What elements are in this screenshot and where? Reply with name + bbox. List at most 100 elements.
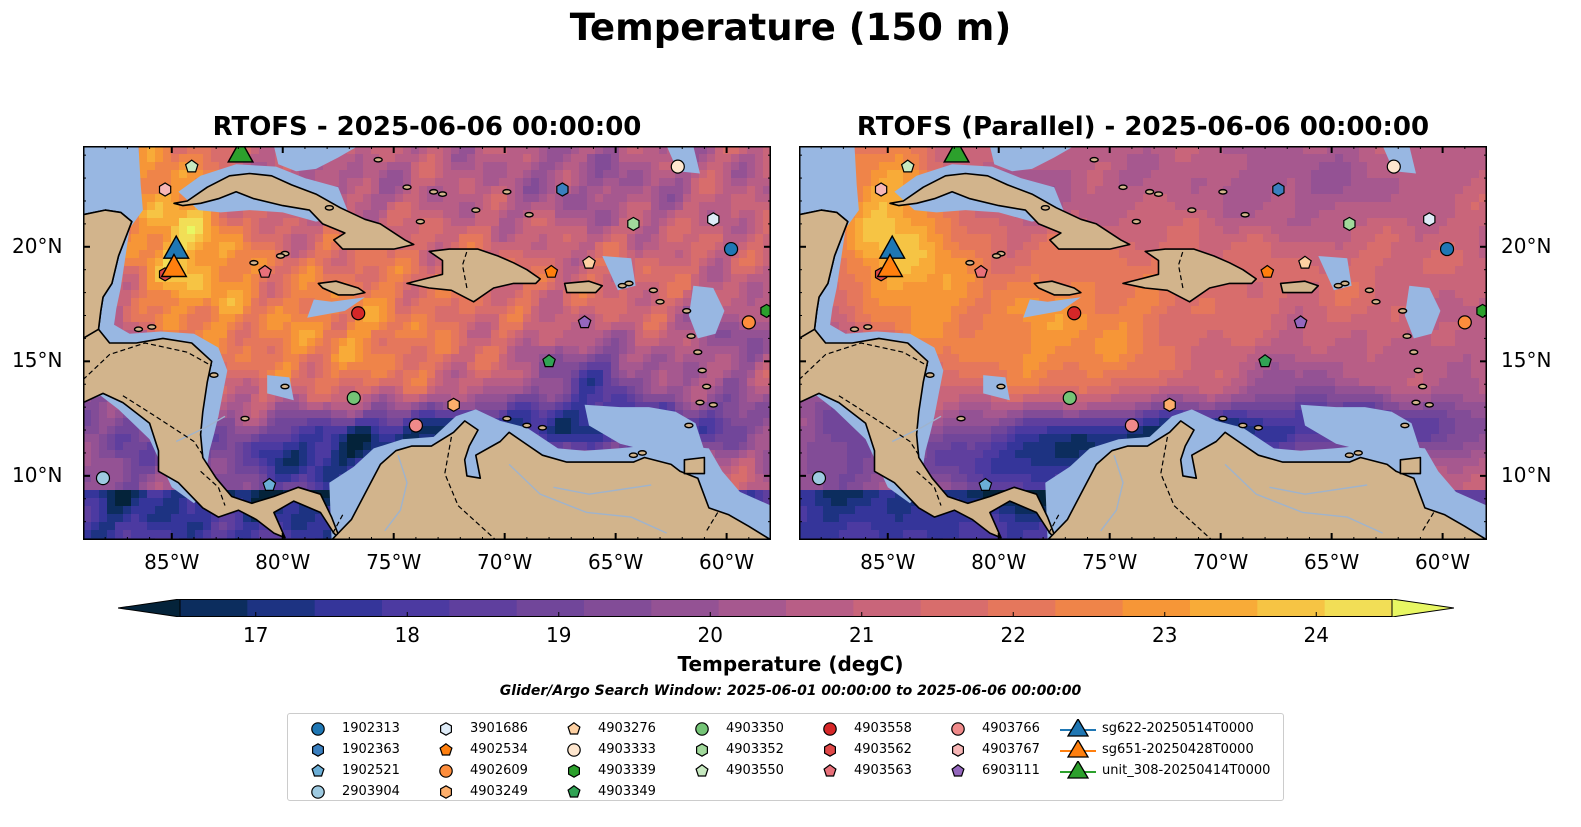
legend-label: unit_308-20250414T0000: [1102, 763, 1271, 778]
marker-4903766[interactable]: [1124, 418, 1140, 433]
marker-4903558[interactable]: [1067, 306, 1082, 321]
lon-tick-label: 65°W: [1304, 550, 1360, 574]
marker-1902521[interactable]: [262, 477, 277, 491]
marker-4903350[interactable]: [346, 390, 361, 406]
marker-6903111[interactable]: [577, 315, 592, 329]
marker-4903333[interactable]: [670, 159, 685, 174]
marker-sg651-20250428T0000[interactable]: [876, 252, 904, 278]
lon-tick-label: 85°W: [860, 550, 916, 574]
rtofs-parallel-map[interactable]: [799, 146, 1487, 540]
float-markers: [95, 146, 771, 491]
marker-4903352[interactable]: [627, 216, 640, 232]
marker-sg651-20250428T0000[interactable]: [160, 252, 188, 278]
marker-4903339[interactable]: [1476, 303, 1487, 319]
hexagon-marker-icon: [696, 743, 708, 757]
marker-4903339[interactable]: [760, 303, 771, 319]
lat-tick-label: 10°N: [1501, 462, 1552, 487]
colorbar: [118, 599, 1454, 617]
marker-4903276[interactable]: [582, 255, 596, 269]
legend-item: 6903111: [938, 761, 1153, 781]
marker-unit_308-20250414T0000[interactable]: [943, 146, 971, 163]
colorbar-tick-label: 17: [243, 623, 269, 647]
marker-4902609[interactable]: [1457, 315, 1472, 330]
circle-marker-icon: [311, 785, 325, 799]
legend-item: sg622-20250514T0000: [1058, 719, 1273, 739]
marker-4902534[interactable]: [1260, 264, 1275, 278]
legend-item: sg651-20250428T0000: [1058, 740, 1273, 760]
legend-item: 4903352: [682, 740, 807, 760]
float-markers: [811, 146, 1487, 491]
marker-1902521[interactable]: [978, 477, 993, 491]
marker-1902313[interactable]: [723, 241, 739, 257]
legend-label: 4902609: [470, 763, 528, 778]
legend-label: 4903249: [470, 784, 528, 799]
pentagon-marker-icon: [695, 764, 709, 777]
marker-4903563[interactable]: [974, 264, 988, 278]
legend-item: 4902609: [426, 761, 551, 781]
legend-label: 6903111: [982, 763, 1040, 778]
legend-label: 4903339: [598, 763, 656, 778]
legend-label: 4903562: [854, 742, 912, 757]
colorbar-segment: [651, 599, 720, 617]
figure-title: Temperature (150 m): [569, 6, 1012, 49]
marker-4903352[interactable]: [1343, 216, 1356, 232]
marker-2903904[interactable]: [811, 471, 827, 486]
colorbar-segment: [1190, 599, 1258, 617]
lon-tick-label: 70°W: [1193, 550, 1249, 574]
marker-1902363[interactable]: [556, 182, 569, 197]
marker-4903766[interactable]: [408, 418, 424, 433]
legend-label: 4903558: [854, 721, 912, 736]
marker-4903558[interactable]: [351, 306, 366, 321]
pentagon-marker-icon: [311, 764, 325, 777]
marker-4903349[interactable]: [542, 354, 556, 368]
marker-3901686[interactable]: [1423, 212, 1436, 227]
colorbar-tick-label: 18: [394, 623, 420, 647]
marker-1902313[interactable]: [1439, 241, 1455, 257]
colorbar-segment: [920, 599, 989, 617]
hexagon-marker-icon: [312, 743, 324, 757]
land: [83, 146, 771, 540]
marker-4902534[interactable]: [544, 264, 559, 278]
lon-tick-label: 75°W: [366, 550, 422, 574]
circle-marker-icon: [311, 722, 325, 736]
marker-1902363[interactable]: [1272, 182, 1285, 197]
legend-label: 4903352: [726, 742, 784, 757]
marker-4903767[interactable]: [874, 182, 888, 197]
marker-4903333[interactable]: [1386, 159, 1401, 174]
legend-label: 4903563: [854, 763, 912, 778]
marker-4903350[interactable]: [1062, 390, 1077, 406]
axis-ticks: [799, 146, 1487, 540]
marker-4903767[interactable]: [158, 182, 172, 197]
marker-4903563[interactable]: [258, 264, 272, 278]
colorbar-segment: [1122, 599, 1191, 617]
marker-3901686[interactable]: [707, 212, 720, 227]
marker-4902609[interactable]: [741, 315, 756, 330]
marker-4903349[interactable]: [1258, 354, 1272, 368]
legend-item: 4903766: [938, 719, 1153, 739]
marker-4903249[interactable]: [1163, 397, 1176, 412]
marker-6903111[interactable]: [1293, 315, 1308, 329]
lat-tick-label: 20°N: [12, 233, 63, 258]
marker-2903904[interactable]: [95, 471, 111, 486]
marker-4903550[interactable]: [184, 159, 199, 173]
circle-marker-icon: [823, 722, 837, 736]
triangle-marker-icon: [1060, 719, 1096, 737]
colorbar-segment: [1257, 599, 1326, 617]
hexagon-marker-icon: [440, 722, 452, 736]
map-frame: [799, 146, 1487, 540]
marker-unit_308-20250414T0000[interactable]: [227, 146, 255, 163]
legend-label: 2903904: [342, 784, 400, 799]
map-frame: [83, 146, 771, 540]
rtofs-map[interactable]: [83, 146, 771, 540]
legend-item: 4903563: [810, 761, 935, 781]
legend-item: 4903562: [810, 740, 935, 760]
lon-tick-label: 70°W: [477, 550, 533, 574]
marker-4903550[interactable]: [900, 159, 915, 173]
marker-4903249[interactable]: [447, 397, 460, 412]
legend-label: sg651-20250428T0000: [1102, 742, 1254, 757]
colorbar-segment: [853, 599, 922, 617]
colorbar-segment: [247, 599, 316, 617]
hexagon-marker-icon: [568, 764, 580, 778]
pentagon-marker-icon: [823, 764, 837, 777]
marker-4903276[interactable]: [1298, 255, 1312, 269]
